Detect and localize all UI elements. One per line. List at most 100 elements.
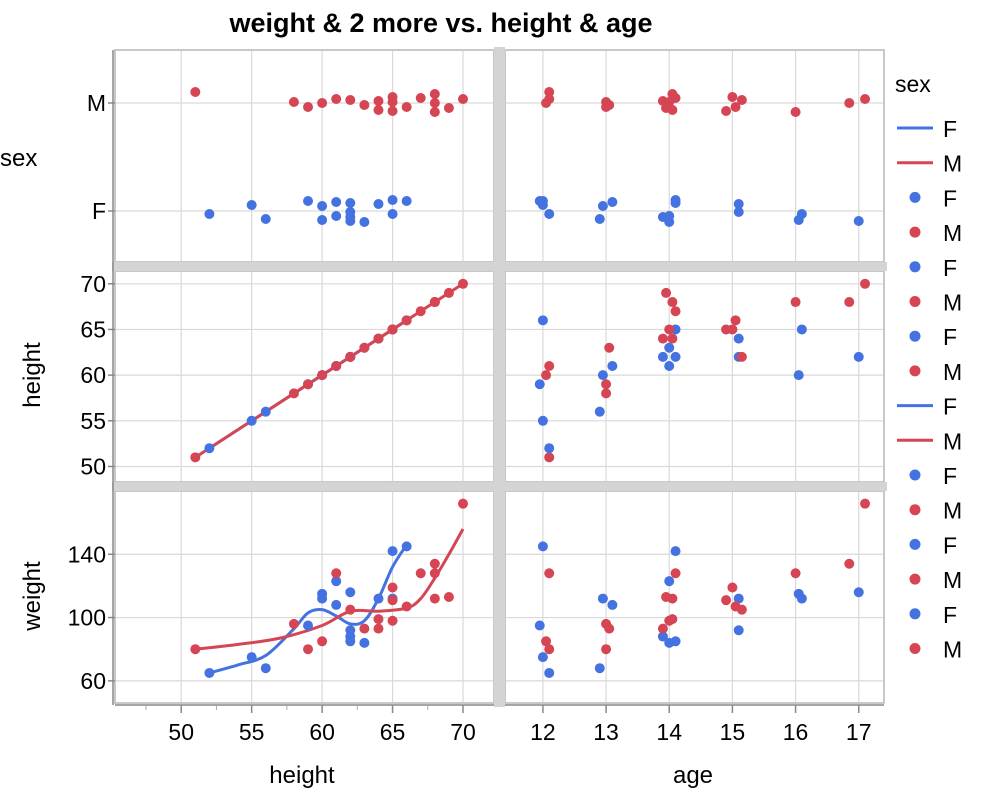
data-point-M: [373, 333, 384, 344]
data-point-F: [733, 625, 744, 636]
data-point-M: [721, 106, 732, 116]
data-point-F: [345, 631, 356, 642]
data-point-M: [667, 333, 678, 344]
legend-title: sex: [895, 71, 931, 97]
data-point-M: [844, 558, 855, 569]
legend-entry-label: M: [943, 637, 962, 663]
legend-dot-swatch: [909, 365, 921, 377]
legend-dot-swatch: [909, 643, 921, 654]
chart-title: weight & 2 more vs. height & age: [228, 8, 652, 38]
legend-entry-label: M: [943, 428, 962, 454]
data-point-F: [537, 415, 548, 426]
data-point-M: [730, 315, 741, 326]
data-point-F: [204, 667, 215, 678]
data-point-M: [544, 87, 555, 97]
data-point-F: [331, 197, 342, 207]
data-point-F: [373, 593, 384, 604]
data-point-F: [670, 546, 681, 557]
data-point-M: [429, 107, 440, 117]
data-point-F: [317, 215, 328, 225]
data-point-F: [387, 195, 398, 205]
data-point-M: [727, 582, 738, 593]
data-point-F: [537, 196, 548, 206]
x-tick-label-height: 60: [309, 719, 335, 745]
data-point-F: [303, 196, 314, 206]
data-point-M: [429, 89, 440, 99]
data-point-F: [246, 415, 257, 426]
data-point-M: [727, 92, 738, 102]
data-point-F: [796, 324, 807, 335]
data-point-F: [670, 195, 681, 205]
x-tick-label-age: 16: [783, 719, 809, 745]
data-point-F: [597, 593, 608, 604]
data-point-M: [345, 95, 356, 105]
data-point-F: [204, 209, 215, 219]
data-point-F: [544, 667, 555, 678]
data-point-M: [664, 615, 675, 626]
legend-dot-swatch: [909, 261, 921, 273]
data-point-M: [288, 97, 299, 107]
data-point-M: [721, 324, 732, 335]
data-point-M: [401, 601, 412, 612]
data-point-M: [303, 379, 314, 390]
data-point-M: [844, 297, 855, 308]
data-point-M: [373, 96, 384, 106]
data-point-F: [331, 211, 342, 221]
legend-dot-swatch: [909, 469, 921, 481]
smoother-line-M: [194, 282, 464, 459]
data-point-M: [657, 623, 668, 634]
data-point-M: [331, 94, 342, 104]
data-point-M: [429, 297, 440, 308]
y-tick-label-height: 70: [80, 271, 106, 297]
cell-height-vs-height: [114, 270, 495, 483]
y-tick-label-height: 60: [80, 362, 106, 388]
data-point-M: [661, 592, 672, 602]
data-point-M: [345, 351, 356, 362]
x-tick-label-height: 50: [168, 719, 194, 745]
y-tick-label-height: 55: [80, 408, 106, 434]
legend-entry-label: F: [943, 602, 957, 628]
data-point-M: [387, 324, 398, 335]
column-separator: [494, 47, 505, 707]
data-point-F: [853, 351, 864, 362]
data-point-M: [604, 623, 615, 634]
data-point-F: [534, 620, 545, 631]
data-point-F: [853, 216, 864, 226]
data-point-M: [443, 103, 454, 113]
y-tick-label-height: 65: [80, 316, 106, 342]
data-point-F: [246, 200, 257, 210]
data-point-F: [607, 197, 618, 207]
data-point-M: [736, 351, 747, 362]
cell-height-vs-age: [504, 270, 885, 483]
data-point-F: [733, 593, 744, 604]
data-point-F: [670, 351, 681, 362]
data-point-M: [860, 278, 871, 289]
data-point-F: [733, 207, 744, 217]
data-point-M: [458, 94, 469, 104]
legend-entry-label: M: [943, 498, 962, 524]
data-point-M: [544, 644, 555, 655]
legend-dot-swatch: [909, 191, 921, 203]
y-label-sex: sex: [0, 145, 37, 172]
data-point-M: [790, 568, 801, 579]
legend-entry-label: M: [943, 567, 962, 593]
data-point-F: [544, 209, 555, 219]
data-point-M: [604, 342, 615, 353]
cell-sex-vs-age: [504, 49, 885, 263]
cell-background: [505, 50, 884, 262]
data-point-M: [331, 568, 342, 579]
cell-weight-vs-age: [504, 490, 885, 704]
cell-sex-vs-height: [114, 49, 495, 263]
data-point-M: [730, 601, 741, 612]
data-point-M: [661, 103, 672, 113]
data-point-F: [664, 360, 675, 371]
data-point-F: [534, 379, 545, 390]
y-label-height: height: [19, 342, 46, 408]
data-point-M: [860, 498, 871, 509]
data-point-M: [661, 287, 672, 298]
data-point-F: [204, 443, 215, 454]
cell-background: [505, 491, 884, 703]
data-point-M: [401, 315, 412, 326]
